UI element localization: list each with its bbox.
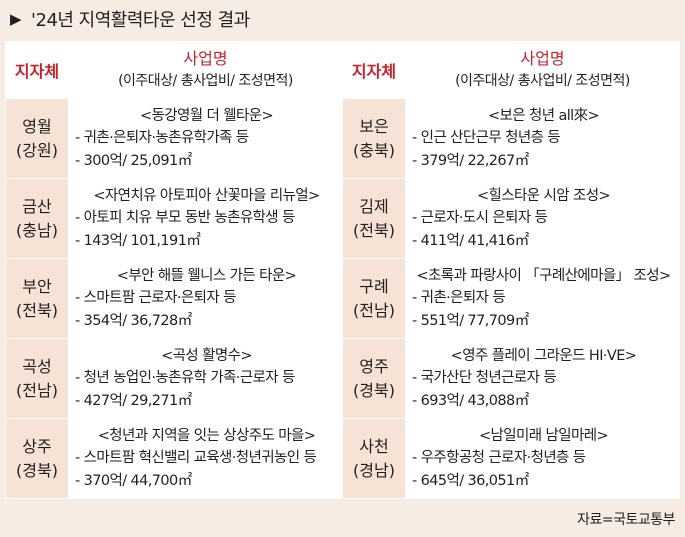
- project-target: - 아토피 치유 부모 동반 농촌유학생 등: [75, 210, 295, 227]
- project-name: <청년과 지역을 잇는 상상주도 마을>: [97, 427, 316, 444]
- project-stats: - 427억/ 29,271㎡: [75, 392, 192, 409]
- project-stats: - 693억/ 43,088㎡: [412, 392, 529, 409]
- project-name: <남일미래 남일마레>: [478, 427, 609, 444]
- region-province: (충남): [16, 220, 58, 240]
- region-name: 사천: [359, 436, 389, 456]
- project-target: - 근로자·도시 은퇴자 등: [412, 210, 548, 227]
- project-cell: <보은 청년 all來> - 인근 산단근무 청년층 등 - 379억/ 22,26…: [405, 98, 680, 179]
- project-header-sub: (이주대상/ 총사업비/ 조성면적): [455, 73, 630, 89]
- project-target: - 귀촌·은퇴자·농촌유학가족 등: [75, 130, 249, 147]
- region-province: (전북): [16, 300, 58, 320]
- region-cell: 영주 (경북): [342, 338, 406, 419]
- project-target: - 인근 산단근무 청년층 등: [412, 130, 561, 147]
- project-name: <부안 해뜰 웰니스 가든 타운>: [116, 267, 297, 284]
- table-row: 곡성 (전남) <곡성 활명수> - 청년 농업인·농촌유학 가족·근로자 등 - 4…: [5, 338, 680, 419]
- region-name: 영월: [22, 116, 52, 136]
- source-note: 자료=국토교통부: [577, 512, 675, 528]
- project-target: - 국가산단 청년근로자 등: [412, 370, 557, 387]
- region-province: (경북): [353, 380, 395, 400]
- project-target: - 청년 농업인·농촌유학 가족·근로자 등: [75, 370, 295, 387]
- project-cell: <자연치유 아토피아 산꽃마을 리뉴얼> - 아토피 치유 부모 동반 농촌유학생…: [68, 178, 343, 259]
- project-header-left: 사업명 (이주대상/ 총사업비/ 조성면적): [68, 41, 343, 99]
- project-header-sub: (이주대상/ 총사업비/ 조성면적): [118, 73, 293, 89]
- project-cell: <힐스타운 시암 조성> - 근로자·도시 은퇴자 등 - 411억/ 41,416…: [405, 178, 680, 259]
- region-name: 영주: [359, 356, 389, 376]
- region-name: 상주: [22, 436, 52, 456]
- region-province: (전북): [353, 220, 395, 240]
- region-cell: 보은 (충북): [342, 98, 406, 179]
- project-stats: - 379억/ 22,267㎡: [412, 152, 529, 169]
- region-name: 곡성: [22, 356, 52, 376]
- project-name: <자연치유 아토피아 산꽃마을 리뉴얼>: [93, 187, 320, 204]
- project-name: <힐스타운 시암 조성>: [476, 187, 611, 204]
- project-stats: - 354억/ 36,728㎡: [75, 312, 192, 329]
- region-province: (경남): [353, 460, 395, 480]
- project-stats: - 551억/ 77,709㎡: [412, 312, 529, 329]
- region-header-left: 지자체: [5, 41, 69, 99]
- region-cell: 사천 (경남): [342, 418, 406, 499]
- project-cell: <동강영월 더 웰타운> - 귀촌·은퇴자·농촌유학가족 등 - 300억/ 25,…: [68, 98, 343, 179]
- region-header-right: 지자체: [342, 41, 406, 99]
- project-stats: - 645억/ 36,051㎡: [412, 472, 529, 489]
- region-name: 금산: [22, 196, 52, 216]
- project-cell: <부안 해뜰 웰니스 가든 타운> - 스마트팜 근로자·은퇴자 등 - 354억/…: [68, 258, 343, 339]
- project-header-right: 사업명 (이주대상/ 총사업비/ 조성면적): [405, 41, 680, 99]
- region-cell: 금산 (충남): [5, 178, 69, 259]
- region-cell: 구례 (전남): [342, 258, 406, 339]
- table-row: 영월 (강원) <동강영월 더 웰타운> - 귀촌·은퇴자·농촌유학가족 등 - 30…: [5, 98, 680, 179]
- project-stats: - 143억/ 101,191㎡: [75, 232, 201, 249]
- project-cell: <청년과 지역을 잇는 상상주도 마을> - 스마트팜 혁신밸리 교육생·청년귀농…: [68, 418, 343, 499]
- region-cell: 김제 (전북): [342, 178, 406, 259]
- region-province: (전남): [353, 300, 395, 320]
- project-target: - 스마트팜 혁신밸리 교육생·청년귀농인 등: [75, 450, 317, 467]
- project-header-title: 사업명: [520, 49, 565, 68]
- table-title: ▶ '24년 지역활력타운 선정 결과: [10, 6, 250, 32]
- region-province: (충북): [353, 140, 395, 160]
- table-row: 부안 (전북) <부안 해뜰 웰니스 가든 타운> - 스마트팜 근로자·은퇴자 등…: [5, 258, 680, 339]
- project-name: <곡성 활명수>: [161, 347, 252, 364]
- project-cell: <남일미래 남일마레> - 우주항공청 근로자·청년층 등 - 645억/ 36,0…: [405, 418, 680, 499]
- project-target: - 귀촌·은퇴자 등: [412, 290, 506, 307]
- region-name: 보은: [359, 116, 389, 136]
- project-target: - 우주항공청 근로자·청년층 등: [412, 450, 586, 467]
- region-name: 부안: [22, 276, 52, 296]
- results-table: 지자체 사업명 (이주대상/ 총사업비/ 조성면적) 지자체 사업명 (이주대상…: [5, 41, 680, 499]
- triangle-bullet-icon: ▶: [10, 10, 22, 28]
- project-name: <초록과 파랑사이 「구례산에마을」 조성>: [416, 267, 671, 284]
- region-province: (강원): [16, 140, 58, 160]
- region-cell: 상주 (경북): [5, 418, 69, 499]
- project-stats: - 411억/ 41,416㎡: [412, 232, 529, 249]
- project-stats: - 370억/ 44,700㎡: [75, 472, 192, 489]
- project-header-title: 사업명: [183, 49, 228, 68]
- region-name: 김제: [359, 196, 389, 216]
- header-row: 지자체 사업명 (이주대상/ 총사업비/ 조성면적) 지자체 사업명 (이주대상…: [5, 41, 680, 99]
- region-province: (경북): [16, 460, 58, 480]
- title-text: '24년 지역활력타운 선정 결과: [31, 10, 250, 31]
- region-cell: 곡성 (전남): [5, 338, 69, 419]
- project-target: - 스마트팜 근로자·은퇴자 등: [75, 290, 236, 307]
- project-name: <동강영월 더 웰타운>: [139, 107, 274, 124]
- region-cell: 부안 (전북): [5, 258, 69, 339]
- project-cell: <영주 플레이 그라운드 HI·VE> - 국가산단 청년근로자 등 - 693억/…: [405, 338, 680, 419]
- region-cell: 영월 (강원): [5, 98, 69, 179]
- project-name: <영주 플레이 그라운드 HI·VE>: [450, 347, 637, 364]
- region-name: 구례: [359, 276, 389, 296]
- table-row: 금산 (충남) <자연치유 아토피아 산꽃마을 리뉴얼> - 아토피 치유 부모 동…: [5, 178, 680, 259]
- project-cell: <초록과 파랑사이 「구례산에마을」 조성> - 귀촌·은퇴자 등 - 551억/ …: [405, 258, 680, 339]
- project-stats: - 300억/ 25,091㎡: [75, 152, 192, 169]
- project-name: <보은 청년 all來>: [487, 107, 600, 124]
- table-row: 상주 (경북) <청년과 지역을 잇는 상상주도 마을> - 스마트팜 혁신밸리 교…: [5, 418, 680, 499]
- project-cell: <곡성 활명수> - 청년 농업인·농촌유학 가족·근로자 등 - 427억/ 29…: [68, 338, 343, 419]
- region-province: (전남): [16, 380, 58, 400]
